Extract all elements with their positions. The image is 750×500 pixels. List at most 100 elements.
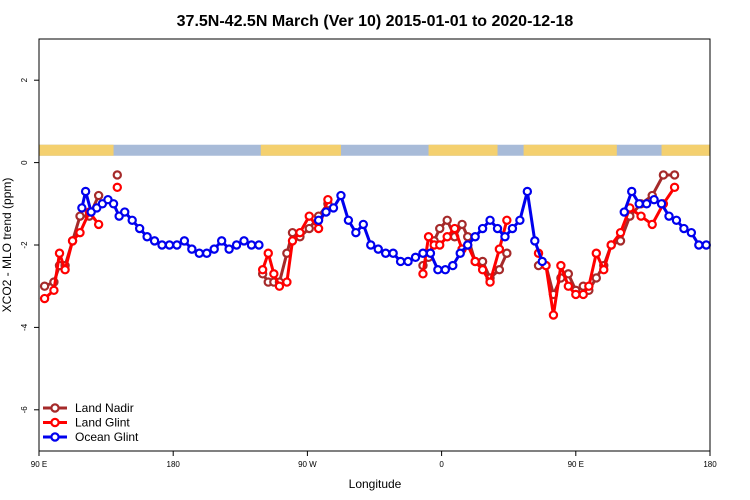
data-point bbox=[492, 223, 503, 234]
data-point bbox=[494, 265, 505, 275]
data-point bbox=[448, 260, 458, 271]
data-point bbox=[442, 232, 452, 242]
x-axis: 90 E 180 90 W 0 90 E 180 bbox=[31, 451, 717, 469]
data-point bbox=[142, 232, 152, 242]
data-point bbox=[664, 211, 674, 221]
x-tick-label-1: 180 bbox=[167, 460, 181, 469]
data-point bbox=[75, 227, 85, 238]
land-band-1 bbox=[260, 144, 341, 156]
data-point bbox=[157, 240, 167, 250]
legend-label: Land Nadir bbox=[75, 401, 134, 415]
data-point bbox=[694, 240, 704, 250]
data-point bbox=[669, 170, 680, 180]
y-axis-label: XCO2 - MLO trend (ppm) bbox=[0, 178, 14, 313]
data-point bbox=[80, 186, 91, 197]
data-point bbox=[172, 240, 182, 250]
data-point bbox=[134, 223, 145, 234]
data-point bbox=[263, 248, 273, 258]
data-point bbox=[187, 244, 197, 254]
data-point bbox=[403, 256, 413, 267]
series-line-1-4 bbox=[537, 186, 676, 317]
land-band-4 bbox=[661, 144, 710, 156]
data-point bbox=[537, 256, 547, 267]
data-point bbox=[343, 215, 354, 225]
data-point bbox=[93, 190, 104, 201]
data-point bbox=[127, 215, 137, 225]
land-band-2 bbox=[428, 144, 498, 156]
data-point bbox=[366, 240, 376, 250]
data-point bbox=[120, 207, 130, 217]
data-point bbox=[328, 203, 339, 213]
data-point bbox=[39, 281, 50, 291]
data-point bbox=[93, 219, 104, 230]
x-tick-label-2: 90 W bbox=[298, 460, 317, 469]
data-point bbox=[209, 244, 219, 254]
data-point bbox=[425, 248, 436, 258]
data-point bbox=[313, 223, 324, 234]
y-axis: 2 0 -2 -4 -6 bbox=[20, 77, 39, 413]
data-point bbox=[470, 232, 480, 242]
data-point bbox=[435, 240, 445, 250]
data-point bbox=[194, 248, 204, 258]
x-axis-label: Longitude bbox=[349, 477, 402, 491]
data-point bbox=[395, 256, 406, 267]
data-point bbox=[246, 240, 257, 250]
y-tick-label-0: 2 bbox=[20, 77, 29, 82]
data-point bbox=[591, 248, 602, 258]
data-point bbox=[455, 248, 465, 258]
data-point bbox=[304, 211, 314, 221]
data-point bbox=[507, 223, 518, 234]
data-point bbox=[77, 203, 87, 213]
data-point bbox=[502, 248, 512, 258]
x-tick-label-5: 180 bbox=[703, 460, 717, 469]
data-point bbox=[433, 265, 443, 275]
data-point bbox=[599, 265, 609, 275]
data-point bbox=[108, 199, 119, 209]
data-point bbox=[615, 227, 626, 238]
data-point bbox=[410, 252, 421, 263]
y-tick-label-1: 0 bbox=[20, 160, 29, 165]
data-point bbox=[584, 281, 594, 291]
data-point bbox=[239, 236, 249, 246]
legend-swatch-marker bbox=[50, 432, 60, 442]
data-point bbox=[373, 244, 383, 254]
data-point bbox=[530, 236, 540, 246]
x-tick-label-4: 90 E bbox=[568, 460, 584, 469]
legend-label: Land Glint bbox=[75, 416, 130, 430]
data-point bbox=[254, 240, 264, 250]
data-point bbox=[522, 186, 533, 197]
data-point bbox=[112, 182, 122, 193]
land-band-3 bbox=[523, 144, 617, 156]
data-point bbox=[435, 223, 445, 234]
data-point bbox=[54, 248, 65, 258]
data-point bbox=[323, 194, 333, 205]
data-point bbox=[686, 227, 697, 238]
data-point bbox=[669, 182, 680, 193]
data-point bbox=[485, 215, 495, 225]
series-layer bbox=[39, 170, 711, 320]
data-point bbox=[515, 215, 525, 225]
data-point bbox=[656, 199, 667, 209]
data-point bbox=[470, 256, 480, 267]
data-point bbox=[571, 289, 581, 300]
data-point bbox=[321, 207, 331, 217]
x-tick-label-0: 90 E bbox=[31, 460, 47, 469]
data-point bbox=[418, 248, 428, 258]
data-point bbox=[462, 240, 473, 250]
data-point bbox=[606, 240, 616, 250]
data-point bbox=[457, 219, 467, 230]
data-point bbox=[423, 232, 434, 242]
data-point bbox=[257, 265, 268, 275]
data-point bbox=[112, 170, 122, 180]
land-band-0 bbox=[39, 144, 114, 156]
data-point bbox=[313, 215, 324, 225]
data-point bbox=[627, 186, 637, 197]
data-point bbox=[500, 232, 510, 242]
data-point bbox=[224, 244, 234, 254]
data-point bbox=[418, 269, 428, 279]
series-line-1-2 bbox=[261, 199, 330, 288]
data-point bbox=[287, 236, 298, 246]
data-point bbox=[477, 223, 488, 234]
data-point bbox=[591, 273, 602, 283]
